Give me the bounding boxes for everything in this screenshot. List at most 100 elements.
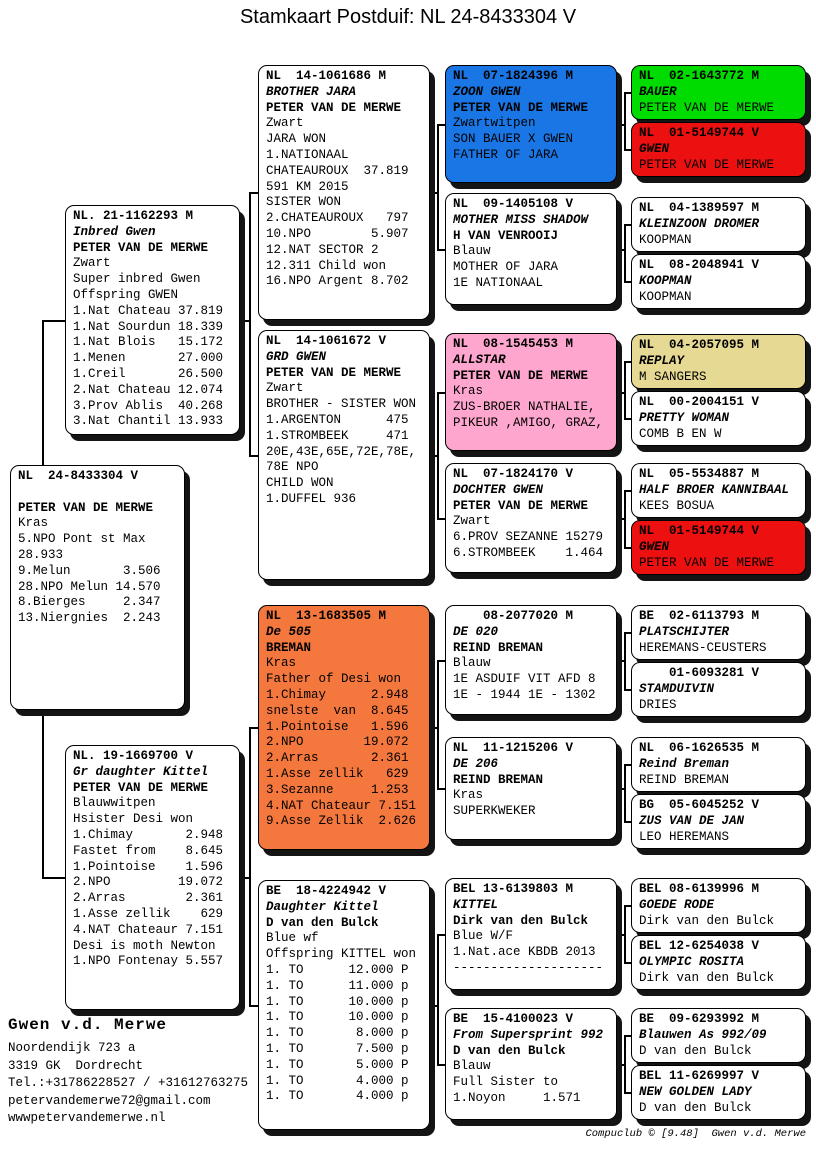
box-line: PIKEUR ,AMIGO, GRAZ,: [453, 415, 604, 430]
ring-number: NL 02-1643772 M: [639, 69, 760, 83]
box-line: Super inbred Gwen: [73, 272, 201, 287]
pedigree-box-g3_4: BE 18-4224942 V Daughter Kittel D van den …: [258, 880, 430, 1130]
box-line: D van den Bulck: [639, 1100, 752, 1115]
box-line: 8.Bierges 2.347: [18, 595, 161, 610]
box-line: 28.933: [18, 547, 64, 562]
pigeon-name: GOEDE RODE: [639, 897, 715, 912]
box-line: PETER VAN DE MERWE: [266, 365, 402, 380]
box-line: Blauw: [453, 656, 491, 671]
ring-number: BEL 08-6139996 M: [639, 882, 760, 896]
box-line: KOOPMAN: [639, 232, 692, 247]
pedigree-box-g3_3: NL 13-1683505 M De 505 BREMAN Kras Father of…: [258, 605, 430, 850]
pigeon-name: [18, 485, 177, 501]
pigeon-name: DOCHTER GWEN: [453, 482, 544, 497]
pedigree-connector: [42, 877, 65, 879]
box-line: PETER VAN DE MERWE: [639, 100, 775, 115]
ring-number: BEL 13-6139803 M: [453, 882, 574, 896]
box-line: 1. TO 10.000 p: [266, 994, 409, 1009]
pedigree-connector: [617, 249, 624, 251]
pigeon-name: BAUER: [639, 84, 677, 99]
box-line: KOOPMAN: [639, 289, 692, 304]
box-line: COMB B EN W: [639, 426, 722, 441]
box-line: 1.Chimay 2.948: [73, 827, 224, 842]
pedigree-connector: [249, 455, 258, 457]
pigeon-name: De 505: [266, 624, 312, 639]
box-line: Fastet from 8.645: [73, 843, 224, 858]
box-line: PETER VAN DE MERWE: [266, 100, 402, 115]
box-line: Blue W/F: [453, 929, 514, 944]
box-line: 1. TO 5.000 P: [266, 1057, 409, 1072]
pigeon-name: Blauwen As 992/09: [639, 1027, 767, 1042]
pigeon-name: GWEN: [639, 141, 670, 156]
pedigree-connector: [437, 660, 439, 790]
box-line: Dirk van den Bulck: [639, 970, 775, 985]
box-line: SON BAUER X GWEN: [453, 132, 574, 147]
pedigree-connector: [624, 224, 626, 283]
pedigree-box-g4_8: BE 15-4100023 V From Supersprint 992 D van…: [445, 1008, 617, 1120]
box-line: PETER VAN DE MERWE: [18, 500, 154, 515]
pigeon-name: ZOON GWEN: [453, 84, 521, 99]
box-line: 1.Nat.ace KBDB 2013: [453, 945, 596, 960]
box-line: KEES BOSUA: [639, 498, 715, 513]
box-line: Zwartwitpen: [453, 116, 536, 131]
ring-number: NL. 19-1669700 V: [73, 749, 194, 763]
box-line: 2.Nat Chateau 12.074: [73, 382, 224, 397]
pigeon-name: ALLSTAR: [453, 352, 506, 367]
box-line: 1.Pointoise 1.596: [73, 859, 224, 874]
pedigree-connector: [624, 361, 631, 363]
ring-number: NL 09-1405108 V: [453, 197, 574, 211]
box-line: 9.Melun 3.506: [18, 563, 161, 578]
box-line: 2.Arras 2.361: [266, 751, 409, 766]
pedigree-connector: [437, 249, 445, 251]
box-line: 1. TO 7.500 p: [266, 1041, 409, 1056]
pedigree-box-g5_6: NL 00-2004151 V PRETTY WOMAN COMB B EN W: [631, 391, 806, 446]
pedigree-connector: [624, 490, 631, 492]
box-line: Blue wf: [266, 931, 319, 946]
page-title: Stamkaart Postduif: NL 24-8433304 V: [239, 6, 577, 28]
box-line: 1.STROMBEEK 471: [266, 428, 409, 443]
pedigree-connector: [430, 727, 437, 729]
box-line: ZUS-BROER NATHALIE,: [453, 400, 596, 415]
box-line: 1.Nat Sourdun 18.339: [73, 319, 224, 334]
box-line: 1.Menen 27.000: [73, 351, 224, 366]
pedigree-connector: [617, 392, 624, 394]
box-line: 1.Nat Chateau 37.819: [73, 303, 224, 318]
box-line: 3.Sezanne 1.253: [266, 782, 409, 797]
box-line: Kras: [453, 788, 484, 803]
box-line: 1.Noyon 1.571: [453, 1090, 581, 1105]
pedigree-box-g4_4: NL 07-1824170 V DOCHTER GWEN PETER VAN DE …: [445, 463, 617, 573]
pedigree-connector: [617, 934, 624, 936]
box-line: PETER VAN DE MERWE: [639, 555, 775, 570]
pedigree-box-g3_1: NL 14-1061686 M BROTHER JARA PETER VAN DE …: [258, 65, 430, 320]
owner-name: Gwen v.d. Merwe: [8, 1016, 168, 1034]
ring-number: BE 15-4100023 V: [453, 1012, 574, 1026]
pigeon-name: ZUS VAN DE JAN: [639, 813, 745, 828]
box-line: BROTHER - SISTER WON: [266, 397, 417, 412]
pedigree-connector: [624, 632, 631, 634]
pedigree-box-g5_10: 01-6093281 V STAMDUIVIN DRIES: [631, 662, 806, 717]
box-line: 1. TO 11.000 p: [266, 978, 409, 993]
box-line: Dirk van den Bulck: [453, 913, 589, 928]
pigeon-name: GWEN: [639, 539, 670, 554]
box-line: 4.NAT Chateaur 7.151: [266, 798, 417, 813]
pedigree-box-g5_12: BG 05-6045252 V ZUS VAN DE JAN LEO HEREMAN…: [631, 794, 806, 849]
box-line: 1.NATIONAAL: [266, 147, 349, 162]
box-line: MOTHER OF JARA: [453, 260, 559, 275]
pigeon-name: Reind Breman: [639, 756, 730, 771]
box-line: 12.NAT SECTOR 2: [266, 242, 379, 257]
box-line: 1.Asse zellik 629: [73, 906, 224, 921]
box-line: Zwart: [73, 256, 111, 271]
pedigree-connector: [437, 392, 445, 394]
ring-number: NL 24-8433304 V: [18, 469, 139, 483]
box-line: 2.CHATEAUROUX 797: [266, 211, 409, 226]
box-line: 1.ARGENTON 475: [266, 412, 409, 427]
pedigree-connector: [624, 1035, 626, 1094]
pigeon-name: PLATSCHIJTER: [639, 624, 730, 639]
ring-number: NL 06-1626535 M: [639, 741, 760, 755]
box-line: HEREMANS-CEUSTERS: [639, 640, 767, 655]
pedigree-connector: [437, 934, 445, 936]
pedigree-box-g5_4: NL 08-2048941 V KOOPMAN KOOPMAN: [631, 254, 806, 309]
box-line: 2.Arras 2.361: [73, 891, 224, 906]
pedigree-connector: [617, 1064, 624, 1066]
pedigree-box-g4_1: NL 07-1824396 M ZOON GWEN PETER VAN DE MER…: [445, 65, 617, 183]
